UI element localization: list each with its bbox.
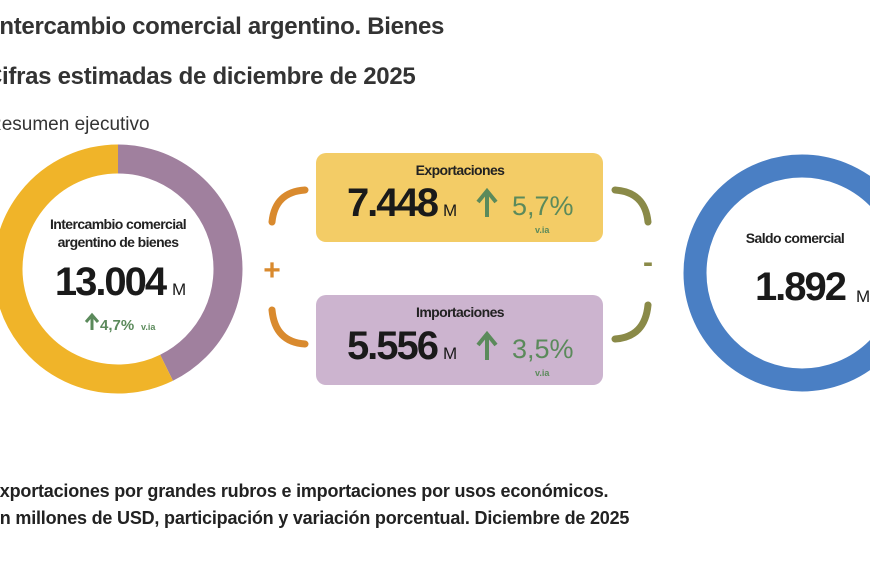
bracket — [268, 186, 309, 348]
section-label: Resumen ejecutivo — [0, 114, 150, 135]
up-arrow — [476, 330, 498, 360]
exports-change: 5,7% — [512, 191, 574, 221]
change-note: v.ia — [535, 368, 550, 378]
exports-value: 7.448 — [347, 181, 439, 225]
total-value: 13.004 — [55, 260, 168, 304]
title: Intercambio comercial argentino. Bienes — [0, 13, 444, 40]
balance-ring — [683, 154, 870, 392]
footer-line: Exportaciones por grandes rubros e impor… — [0, 481, 608, 501]
plus-sign: + — [263, 254, 281, 287]
footer-line: En millones de USD, participación y vari… — [0, 508, 629, 528]
balance-unit: M — [856, 287, 870, 306]
exports-box — [316, 153, 603, 242]
bracket — [611, 186, 652, 343]
exports-unit: M — [443, 201, 457, 220]
exports-label: Exportaciones — [416, 162, 505, 178]
up-arrow — [84, 312, 100, 330]
imports-box — [316, 295, 603, 385]
subtitle: Cifras estimadas de diciembre de 2025 — [0, 63, 415, 90]
imports-unit: M — [443, 344, 457, 363]
change-note: v.ia — [535, 225, 550, 235]
up-arrow — [476, 187, 498, 217]
imports-value: 5.556 — [347, 324, 438, 368]
donut-segment — [117, 144, 243, 381]
imports-change: 3,5% — [512, 334, 574, 364]
total-unit: M — [172, 280, 186, 299]
total-change: 4,7% — [100, 317, 134, 334]
total-label: Intercambio comercial — [50, 216, 186, 232]
total-label: argentino de bienes — [58, 234, 180, 250]
donut-segment — [0, 144, 173, 394]
total-donut — [0, 144, 243, 394]
balance-value: 1.892 — [755, 265, 846, 309]
balance-label: Saldo comercial — [746, 230, 844, 246]
minus-sign: - — [643, 246, 653, 279]
change-note: v.ia — [141, 322, 156, 332]
imports-label: Importaciones — [416, 304, 505, 320]
